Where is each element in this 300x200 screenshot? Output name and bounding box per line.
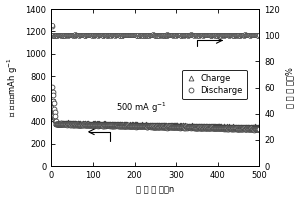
Charge — [257, 126, 261, 128]
Discharge — [148, 125, 152, 127]
Discharge — [253, 128, 256, 130]
Discharge — [150, 125, 153, 128]
Charge — [253, 125, 256, 128]
Discharge — [173, 126, 177, 128]
X-axis label: 循 环 次 数，n: 循 环 次 数，n — [136, 185, 175, 194]
Legend: Charge, Discharge: Charge, Discharge — [182, 70, 247, 99]
Line: Discharge: Discharge — [50, 23, 262, 132]
Charge — [220, 125, 224, 128]
Charge — [148, 124, 152, 126]
Charge — [173, 124, 177, 127]
Charge — [150, 124, 153, 126]
Y-axis label: 比 容 量，mAh g$^{-1}$: 比 容 量，mAh g$^{-1}$ — [6, 58, 20, 117]
Charge — [162, 124, 166, 126]
Charge — [50, 92, 54, 94]
Charge — [248, 127, 252, 129]
Discharge — [50, 25, 54, 27]
Line: Charge: Charge — [50, 91, 262, 130]
Y-axis label: 库 伦 效 率，%: 库 伦 效 率，% — [285, 67, 294, 108]
Text: 500 mA g$^{-1}$: 500 mA g$^{-1}$ — [116, 101, 166, 115]
Discharge — [220, 127, 224, 130]
Discharge — [257, 128, 261, 130]
Discharge — [253, 128, 256, 131]
Discharge — [162, 125, 166, 128]
